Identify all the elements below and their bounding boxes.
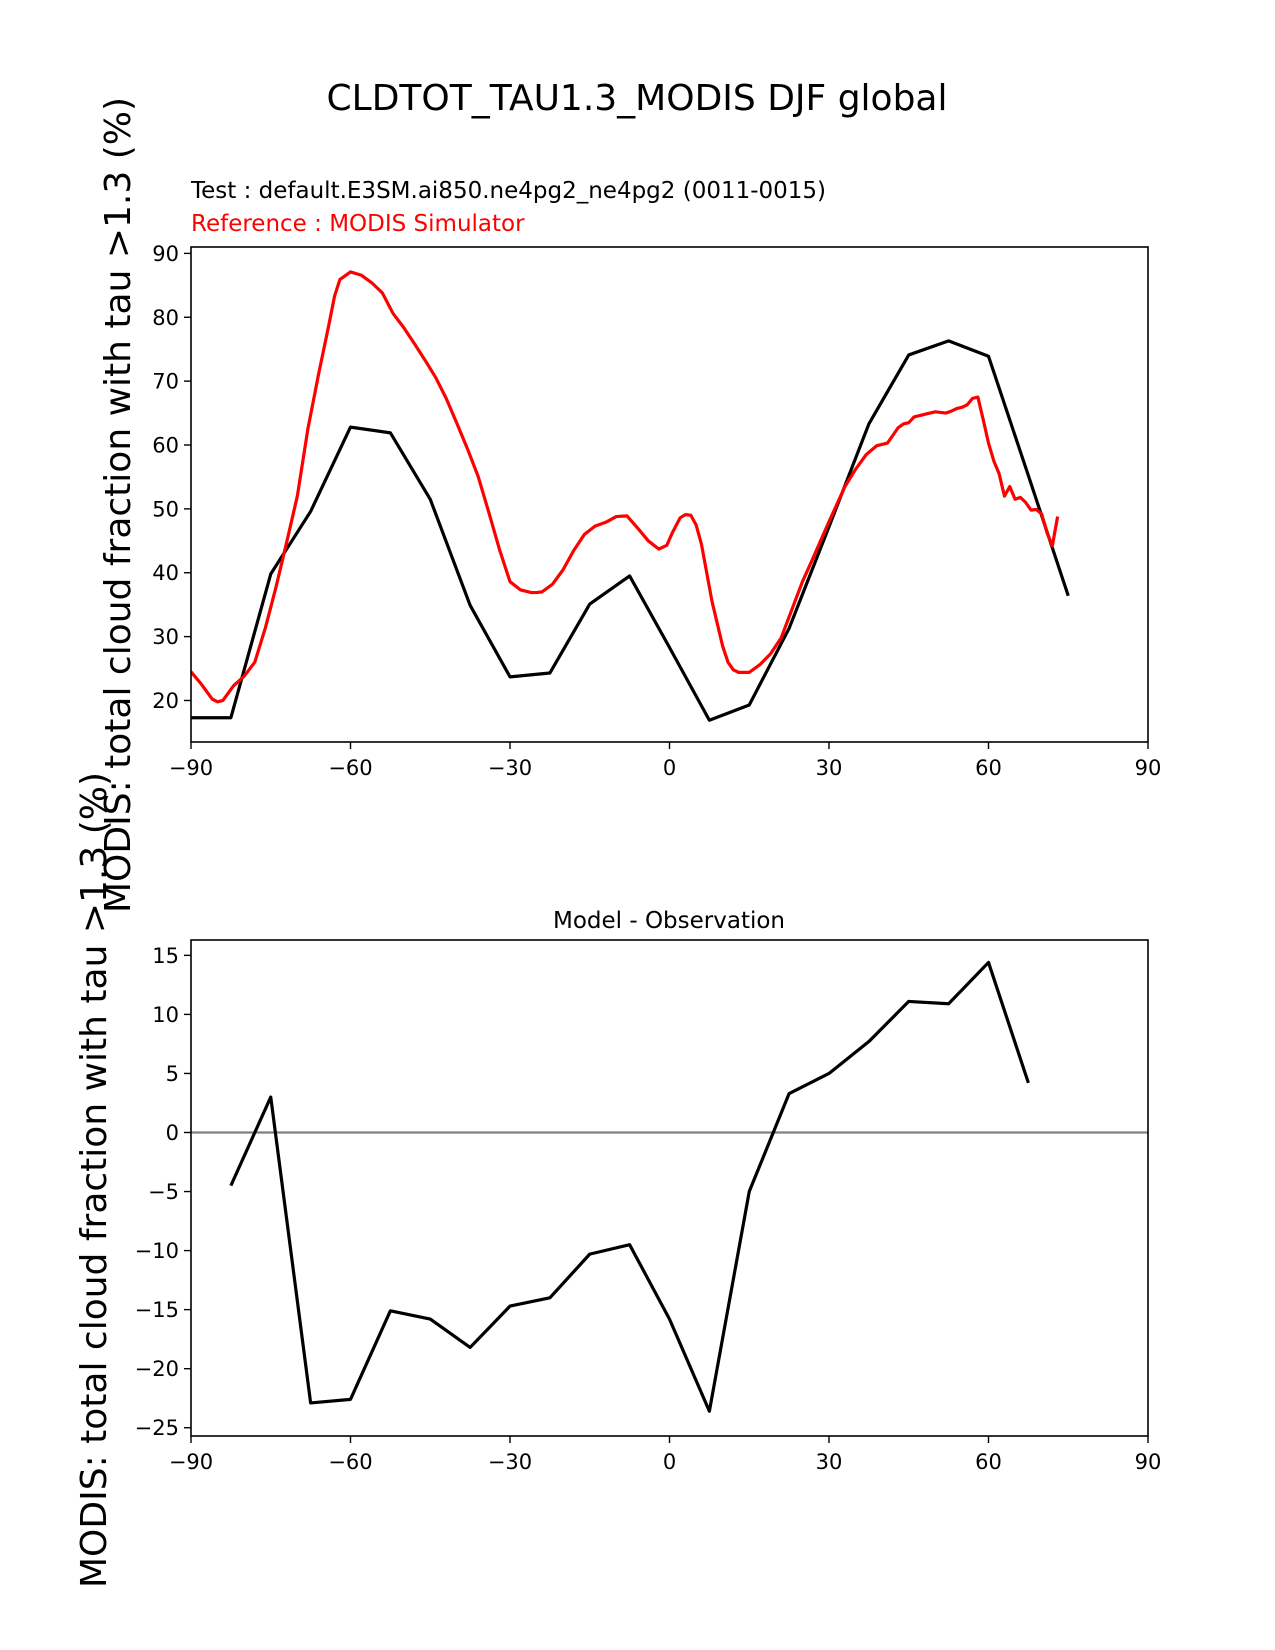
top-panel: −90 −60 −30 0 30 60 90 20 30 40 50 60 70 80 90 <box>152 242 1161 780</box>
panel0-y-tick-label: 40 <box>152 561 179 585</box>
panel0-x-tick-label: 30 <box>816 756 843 780</box>
panel1-y-tick-label: −15 <box>135 1298 179 1322</box>
panel0-x-tick-label: 90 <box>1135 756 1162 780</box>
panel1-series-model-observation <box>229 960 1030 1413</box>
top-y-axis-label: MODIS: total cloud fraction with tau >1.… <box>98 97 139 913</box>
panel0-x-tick-label: 0 <box>663 756 676 780</box>
panel1-x-tick-label: −60 <box>328 1450 372 1474</box>
panel0-x-tick-label: −60 <box>328 756 372 780</box>
panel1-x-tick-label: 60 <box>975 1450 1002 1474</box>
panel0-x-tick-label: 60 <box>975 756 1002 780</box>
panel1-y-tick-label: −20 <box>135 1357 179 1381</box>
panel0-y-tick-label: 90 <box>152 242 179 266</box>
bottom-y-axis-label: MODIS: total cloud fraction with tau >1.… <box>74 772 115 1588</box>
top-reference-label: Reference : MODIS Simulator <box>191 211 525 237</box>
panel1-y-tick-label: 5 <box>166 1062 179 1086</box>
panel1-y-tick-label: 10 <box>152 1003 179 1027</box>
panel0-y-tick-label: 80 <box>152 306 179 330</box>
panel0-y-tick-label: 70 <box>152 370 179 394</box>
panel0-series-test <box>191 339 1070 722</box>
bottom-panel: −90 −60 −30 0 30 60 90 −25 −20 −15 −10 −5 0 5 10 15 <box>135 939 1162 1474</box>
panel1-y-tick-label: −5 <box>148 1180 179 1204</box>
panel0-series-reference <box>191 270 1060 704</box>
panel0-y-tick-label: 20 <box>152 689 179 713</box>
bottom-panel-title: Model - Observation <box>553 908 785 934</box>
panel1-x-tick-label: 90 <box>1135 1450 1162 1474</box>
panel1-x-tick-label: 0 <box>663 1450 676 1474</box>
top-test-label: Test : default.E3SM.ai850.ne4pg2_ne4pg2 … <box>190 178 826 204</box>
panel0-y-tick-label: 30 <box>152 625 179 649</box>
panel0-y-tick-label: 50 <box>152 497 179 521</box>
panel1-y-tick-label: 15 <box>152 944 179 968</box>
panel0-x-tick-label: −90 <box>169 756 213 780</box>
panel0-y-tick-label: 60 <box>152 434 179 458</box>
panel1-x-tick-label: 30 <box>816 1450 843 1474</box>
figure-title: CLDTOT_TAU1.3_MODIS DJF global <box>327 78 948 119</box>
panel1-y-tick-label: −25 <box>135 1416 179 1440</box>
panel1-y-tick-label: −10 <box>135 1239 179 1263</box>
panel1-y-tick-label: 0 <box>166 1121 179 1145</box>
panel1-x-tick-label: −30 <box>488 1450 532 1474</box>
panel0-x-tick-label: −30 <box>488 756 532 780</box>
panel1-x-tick-label: −90 <box>169 1450 213 1474</box>
